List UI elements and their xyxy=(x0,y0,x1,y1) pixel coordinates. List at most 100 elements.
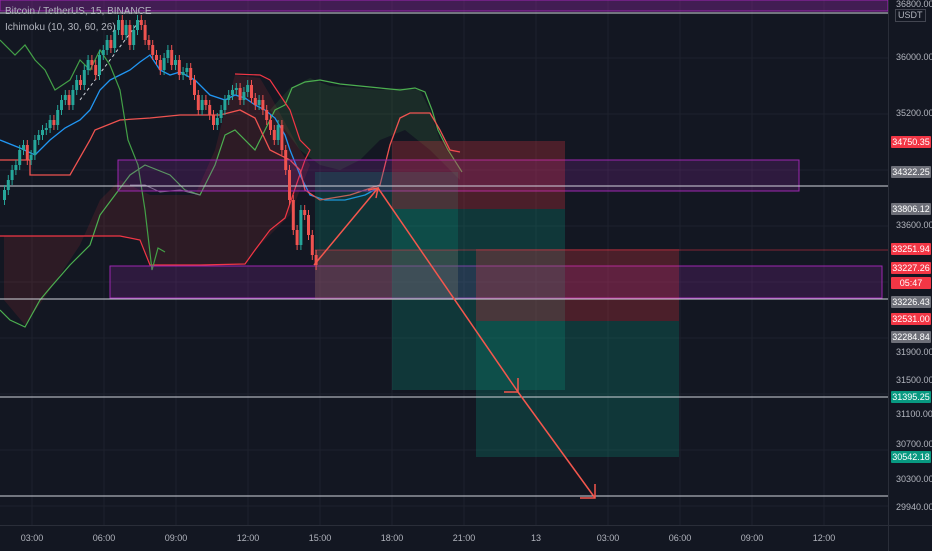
candle-body xyxy=(139,20,143,25)
horizontal-levels xyxy=(0,12,888,497)
kumo-span-a-line xyxy=(0,79,463,328)
candle-body xyxy=(280,125,284,150)
time-tick: 12:00 xyxy=(236,533,260,543)
time-tick: 15:00 xyxy=(308,533,332,543)
candle-body xyxy=(227,95,231,100)
price-tick: 36000.00 xyxy=(896,52,932,62)
candle-body xyxy=(288,170,291,200)
candle-body xyxy=(113,30,117,48)
tenkan-sen-line xyxy=(0,54,379,201)
candle-body xyxy=(276,125,280,140)
time-tick: 06:00 xyxy=(92,533,116,543)
candle-body xyxy=(170,50,174,65)
position-2-stop xyxy=(392,141,565,209)
price-label: 33227.26 xyxy=(891,262,931,274)
candle-body xyxy=(314,255,318,265)
candle-body xyxy=(174,60,177,65)
price-chart[interactable] xyxy=(0,0,888,525)
time-tick: 21:00 xyxy=(452,533,476,543)
candle-body xyxy=(189,68,193,80)
candle-body xyxy=(246,85,250,92)
candle-body xyxy=(265,110,269,120)
candle-body xyxy=(41,130,44,135)
time-scale[interactable]: 03:00 06:00 09:00 12:00 15:00 18:00 21:0… xyxy=(0,525,888,551)
candle-body xyxy=(162,58,166,70)
kumo-cloud-green xyxy=(270,78,460,180)
candle-body xyxy=(291,200,295,230)
candle-body xyxy=(261,100,265,110)
candle-body xyxy=(269,120,272,130)
candle-body xyxy=(44,128,48,130)
candle-body xyxy=(272,130,276,140)
price-scale[interactable]: USDT 36800.00 36000.00 35200.00 33600.00… xyxy=(888,0,932,525)
price-label: 32531.00 xyxy=(891,313,931,325)
candle-body xyxy=(151,45,155,55)
candle-body xyxy=(253,98,257,105)
candle-body xyxy=(136,20,139,30)
time-tick: 03:00 xyxy=(596,533,620,543)
kumo-cloud-red xyxy=(4,75,310,325)
candle-body xyxy=(200,100,204,110)
grid xyxy=(0,0,888,525)
price-label: 32284.84 xyxy=(891,331,931,343)
candle-body xyxy=(231,90,234,95)
candle-body xyxy=(3,190,6,200)
indicator-legend[interactable]: Ichimoku (10, 30, 60, 26) xyxy=(5,22,116,33)
candle-body xyxy=(33,140,37,155)
price-tick: 31100.00 xyxy=(896,409,932,419)
position-3-stop xyxy=(476,249,679,321)
candle-body xyxy=(303,210,307,215)
chart-area[interactable]: Bitcoin / TetherUS, 15, BINANCE Ichimoku… xyxy=(0,0,888,525)
price-label: 34750.35 xyxy=(891,136,931,148)
price-tick: 31500.00 xyxy=(896,375,932,385)
symbol-legend[interactable]: Bitcoin / TetherUS, 15, BINANCE xyxy=(5,6,152,17)
candle-body xyxy=(155,55,158,60)
candle-body xyxy=(223,100,227,110)
price-label: 34322.25 xyxy=(891,166,931,178)
price-tick: 30700.00 xyxy=(896,439,932,449)
candle-body xyxy=(22,145,25,150)
candle-body xyxy=(86,60,90,70)
time-tick: 06:00 xyxy=(668,533,692,543)
time-tick: 13 xyxy=(530,533,542,543)
candle-body xyxy=(82,70,86,85)
candle-body xyxy=(56,110,60,125)
price-tick: 36800.00 xyxy=(896,0,932,9)
candle-body xyxy=(48,120,52,128)
chikou-span-line xyxy=(0,39,166,271)
candle-body xyxy=(257,100,261,105)
position-1-stop xyxy=(315,250,458,300)
candle-body xyxy=(242,92,246,100)
candle-body xyxy=(181,72,185,75)
candle-body xyxy=(6,180,10,190)
candle-body xyxy=(67,95,71,105)
candle-body xyxy=(71,90,75,105)
top-zone xyxy=(0,0,888,12)
price-tick: 31900.00 xyxy=(896,347,932,357)
time-tick: 12:00 xyxy=(812,533,836,543)
countdown-label: 05:47 xyxy=(891,277,931,289)
candle-body xyxy=(307,215,310,235)
candle-body xyxy=(105,40,109,50)
candle-body xyxy=(117,20,120,30)
price-tick: 35200.00 xyxy=(896,108,932,118)
candle-body xyxy=(166,50,170,58)
time-tick: 09:00 xyxy=(164,533,188,543)
candle-body xyxy=(25,145,29,160)
price-label: 30542.18 xyxy=(891,451,931,463)
candle-body xyxy=(215,118,219,125)
price-label: 33251.94 xyxy=(891,243,931,255)
candle-body xyxy=(14,165,18,170)
kumo-span-b-line xyxy=(0,73,311,266)
candle-body xyxy=(295,230,299,245)
candle-body xyxy=(193,80,196,95)
time-tick: 03:00 xyxy=(20,533,44,543)
time-tick: 18:00 xyxy=(380,533,404,543)
candle-body xyxy=(219,110,223,118)
candle-body xyxy=(60,100,63,110)
candle-body xyxy=(120,20,124,35)
trend-dashed-line xyxy=(79,19,141,101)
candle-body xyxy=(52,120,56,125)
currency-label[interactable]: USDT xyxy=(895,9,926,22)
candle-body xyxy=(10,170,14,180)
